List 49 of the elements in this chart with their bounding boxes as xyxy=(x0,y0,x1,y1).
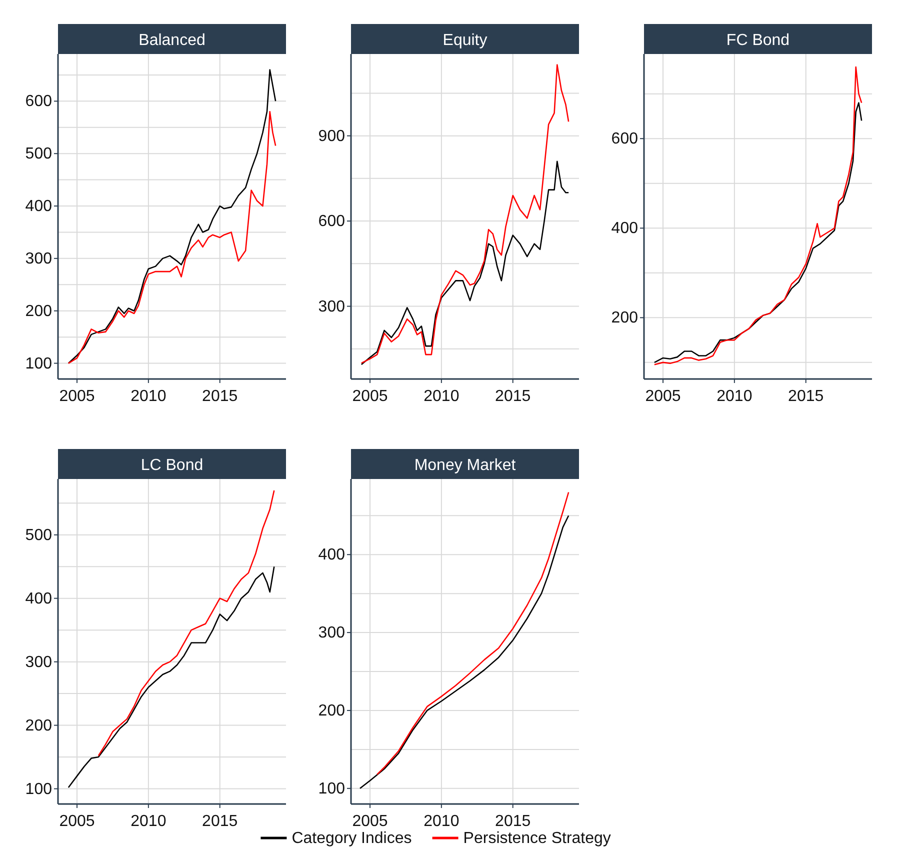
chart-title: Balanced xyxy=(138,32,206,49)
y-tick-label: 600 xyxy=(318,213,346,230)
y-tick-label: 200 xyxy=(318,702,346,720)
y-tick-label: 400 xyxy=(318,546,346,564)
x-tick-label: 2010 xyxy=(716,388,752,405)
x-tick-label: 2010 xyxy=(130,388,166,405)
y-tick-label: 400 xyxy=(25,198,52,216)
y-tick-label: 500 xyxy=(25,526,52,544)
x-tick-label: 2010 xyxy=(130,813,166,830)
x-tick-label: 2010 xyxy=(424,388,460,405)
x-tick-label: 2015 xyxy=(495,813,531,830)
y-tick-label: 500 xyxy=(25,146,52,163)
y-tick-label: 300 xyxy=(318,624,346,642)
line-series xyxy=(360,64,570,364)
chart-title: LC Bond xyxy=(140,457,204,474)
y-tick-label: 400 xyxy=(611,220,638,238)
x-tick-label: 2005 xyxy=(59,388,95,405)
line-series xyxy=(359,514,570,790)
x-tick-label: 2015 xyxy=(495,388,531,405)
line-series xyxy=(68,566,275,788)
x-tick-label: 2010 xyxy=(424,813,460,830)
x-tick-label: 2005 xyxy=(645,388,681,405)
y-tick-label: 200 xyxy=(25,302,52,320)
y-tick-label: 200 xyxy=(25,717,52,734)
x-tick-label: 2015 xyxy=(202,388,238,405)
y-tick-label: 600 xyxy=(25,93,52,110)
y-tick-label: 300 xyxy=(318,298,346,316)
y-tick-label: 100 xyxy=(318,780,346,798)
y-tick-label: 300 xyxy=(25,250,52,268)
y-tick-label: 100 xyxy=(25,355,52,372)
y-tick-label: 300 xyxy=(25,654,52,671)
y-tick-label: 400 xyxy=(25,590,52,608)
line-series xyxy=(98,490,275,756)
y-tick-label: 900 xyxy=(318,128,346,145)
y-tick-label: 200 xyxy=(611,310,638,327)
y-tick-label: 100 xyxy=(25,780,52,798)
x-tick-label: 2015 xyxy=(788,388,824,405)
x-tick-label: 2005 xyxy=(352,388,388,405)
chart-title: FC Bond xyxy=(726,32,790,49)
line-series xyxy=(360,160,570,366)
line-series xyxy=(376,492,570,776)
chart-title: Money Market xyxy=(414,457,516,474)
y-tick-label: 600 xyxy=(611,130,638,148)
x-tick-label: 2005 xyxy=(59,813,95,830)
legend-label: Persistence Strategy xyxy=(463,830,611,847)
legend-label: Category Indices xyxy=(292,830,412,847)
x-tick-label: 2005 xyxy=(352,813,388,830)
chart-title: Equity xyxy=(442,32,488,49)
x-tick-label: 2015 xyxy=(202,813,238,830)
